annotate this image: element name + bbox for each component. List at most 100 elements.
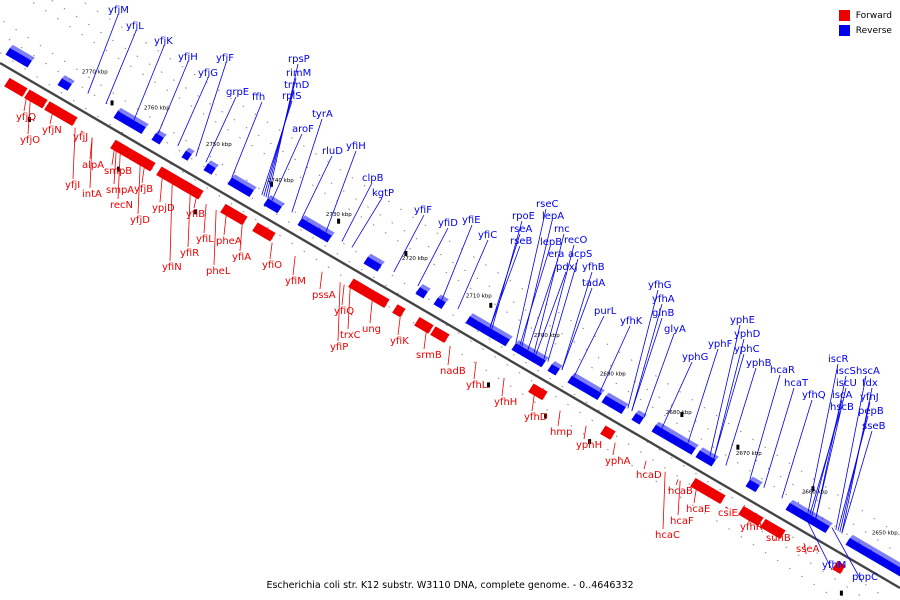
reverse-gene-16 [601,395,626,414]
reverse-label-rpsP: rpsP [288,54,310,65]
reverse-gene-2 [113,110,146,134]
reverse-gene-22 [845,537,900,577]
reverse-label-sseB: sseB [862,421,886,432]
legend-reverse: Reverse [838,23,892,38]
forward-label-leader-37 [675,479,679,486]
reverse-label-clpB: clpB [362,173,384,184]
forward-label-pheA: pheA [216,236,242,247]
reverse-swatch [838,25,850,36]
guide-track-4 [50,0,900,556]
guide-track-5 [79,0,900,537]
forward-label-suhB: suhB [766,533,791,544]
reverse-label-leader-37 [631,303,663,411]
forward-label-leader-34 [583,425,587,440]
reverse-gene-5 [203,163,216,175]
forward-label-yfiB: yfiB [186,209,205,220]
forward-label-leader-21 [292,255,296,276]
forward-label-leader-26 [369,300,373,324]
reverse-gene-7 [263,198,282,214]
reverse-label-yfiD: yfiD [438,218,458,229]
guide-track-2 [0,18,891,600]
forward-label-leader-32 [531,395,535,412]
forward-label-yfjO: yfjO [20,135,40,146]
forward-label-hcaB: hcaB [668,486,693,497]
reverse-label-yfhA: yfhA [652,294,675,305]
reverse-label-leader-60 [801,509,833,571]
forward-label-leader-0 [23,98,27,112]
reverse-gene-22-top [849,534,900,568]
marker-12 [736,444,740,450]
reverse-label-leader-17 [351,197,383,248]
forward-gene-10-top [392,309,404,318]
reverse-label-pepB: pepB [858,406,884,417]
reverse-label-leader-38 [599,325,631,393]
reverse-label-pbpC: pbpC [852,572,878,583]
reverse-gene-11-top [437,294,449,303]
reverse-label-leader-26 [533,233,565,354]
reverse-label-leader-39 [631,317,663,411]
reverse-label-leader-44 [713,353,745,459]
reverse-label-leader-32 [535,271,567,355]
reverse-gene-5-top [207,160,219,169]
forward-gene-16-top [738,511,762,527]
forward-label-hcaC: hcaC [655,530,680,541]
forward-label-leader-9 [117,153,121,200]
forward-gene-5-top [156,171,190,193]
reverse-label-leader-5 [195,62,227,157]
forward-label-leader-43 [773,531,777,537]
reverse-label-leader-52 [835,375,867,530]
reverse-gene-15-top [571,372,605,394]
forward-gene-0-top [4,83,26,97]
reverse-label-rluD: rluD [322,146,343,157]
reverse-label-iscU: iscU [836,378,857,389]
reverse-label-acpS: acpS [568,249,592,260]
forward-gene-3-top [110,145,132,159]
forward-label-ung: ung [362,324,381,335]
axis-tick-label-1: 2760 kbp [144,106,170,112]
reverse-gene-1 [57,78,72,91]
forward-label-leader-40 [662,471,666,530]
reverse-label-purL: purL [594,306,617,317]
forward-label-yfjN: yfjN [42,125,62,136]
reverse-label-leader-50 [807,363,839,514]
reverse-gene-9-top [367,253,385,265]
forward-label-leader-25 [337,282,341,342]
reverse-label-yfhM: yfhM [822,560,846,571]
reverse-label-leader-41 [709,324,741,457]
forward-gene-8-top [252,227,274,242]
forward-label-leader-17 [223,215,227,236]
forward-label-pheL: pheL [206,266,231,277]
reverse-label-leader-8 [263,89,295,197]
forward-label-smpB: smpB [104,166,132,177]
forward-label-yfjI: yfjI [65,180,80,191]
forward-label-alpA: alpA [82,160,104,171]
marker-8 [486,382,490,388]
forward-gene-14-top [600,430,614,440]
reverse-label-yfjG: yfjG [198,68,218,79]
reverse-gene-11 [433,297,446,309]
reverse-label-yphE: yphE [730,315,755,326]
forward-label-yfiA: yfiA [232,252,251,263]
forward-label-yfhD: yfhD [524,412,548,423]
forward-label-leader-39 [677,480,681,516]
reverse-label-yphG: yphG [682,352,708,363]
forward-label-yfiR: yfiR [180,248,199,259]
forward-label-leader-27 [397,317,401,336]
forward-label-leader-5 [72,127,76,180]
reverse-label-hscA: hscA [856,366,880,377]
reverse-label-leader-15 [301,155,333,219]
forward-label-leader-20 [269,242,273,260]
forward-gene-17-top [760,524,784,539]
reverse-label-leader-10 [205,96,237,163]
reverse-label-leader-51 [815,375,847,519]
reverse-label-grpE: grpE [226,87,249,98]
reverse-label-rseA: rseA [510,224,532,235]
reverse-label-lepA: lepA [542,211,564,222]
forward-label-pssA: pssA [312,290,336,301]
forward-label-hcaE: hcaE [686,504,710,515]
axis-tick-label-0: 2770 kbp [82,70,108,76]
forward-label-leader-35 [612,442,616,456]
reverse-label-leader-40 [643,333,675,418]
marker-14 [839,590,843,596]
